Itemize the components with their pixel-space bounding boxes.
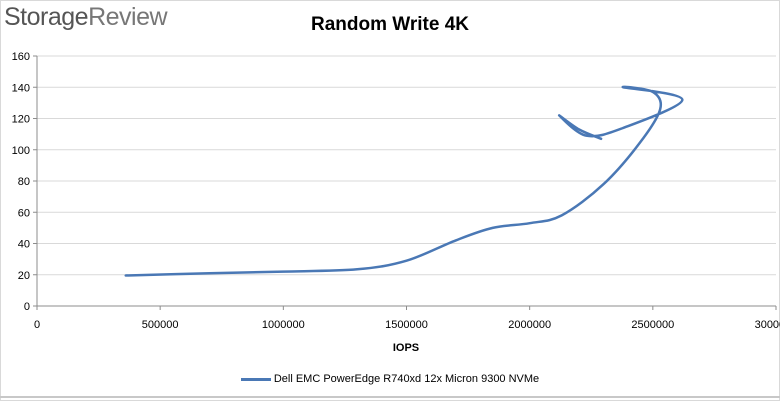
y-tick-label: 160 bbox=[12, 51, 30, 63]
series-line bbox=[124, 85, 684, 277]
x-tick-label: 500000 bbox=[142, 319, 179, 331]
axes bbox=[33, 55, 777, 310]
y-tick-label: 120 bbox=[12, 114, 30, 126]
legend-swatch bbox=[240, 377, 271, 381]
bottom-rule bbox=[0, 396, 780, 398]
y-tick-label: 140 bbox=[12, 82, 30, 94]
x-axis-label: IOPS bbox=[393, 342, 419, 354]
legend: Dell EMC PowerEdge R740xd 12x Micron 930… bbox=[0, 373, 780, 385]
logo-text-storage: Storage bbox=[4, 3, 89, 31]
series-lines bbox=[124, 85, 684, 277]
x-tick-label: 0 bbox=[34, 319, 40, 331]
x-tick-label: 1500000 bbox=[385, 319, 428, 331]
y-tick-label: 0 bbox=[24, 301, 30, 313]
x-tick-label: 1000000 bbox=[262, 319, 305, 331]
y-tick-label: 60 bbox=[18, 207, 30, 219]
legend-entry-label: Dell EMC PowerEdge R740xd 12x Micron 930… bbox=[273, 373, 540, 385]
chart-title: Random Write 4K bbox=[310, 14, 469, 35]
x-tick-labels: 0 500000 1000000 1500000 2000000 2500000 30000… bbox=[34, 319, 780, 331]
y-tick-labels: 0 20 40 60 80 100 120 140 160 bbox=[12, 51, 30, 313]
y-tick-label: 40 bbox=[18, 239, 30, 251]
y-tick-label: 80 bbox=[18, 176, 30, 188]
storagereview-logo: StorageReview bbox=[4, 3, 168, 32]
x-tick-label: 2000000 bbox=[508, 319, 551, 331]
logo-text-review: Review bbox=[88, 3, 168, 31]
gridlines bbox=[37, 55, 776, 276]
y-tick-label: 20 bbox=[18, 270, 30, 282]
x-tick-label: 2500000 bbox=[631, 319, 674, 331]
y-tick-label: 100 bbox=[12, 145, 30, 157]
x-tick-label: 3000000 bbox=[755, 319, 780, 331]
